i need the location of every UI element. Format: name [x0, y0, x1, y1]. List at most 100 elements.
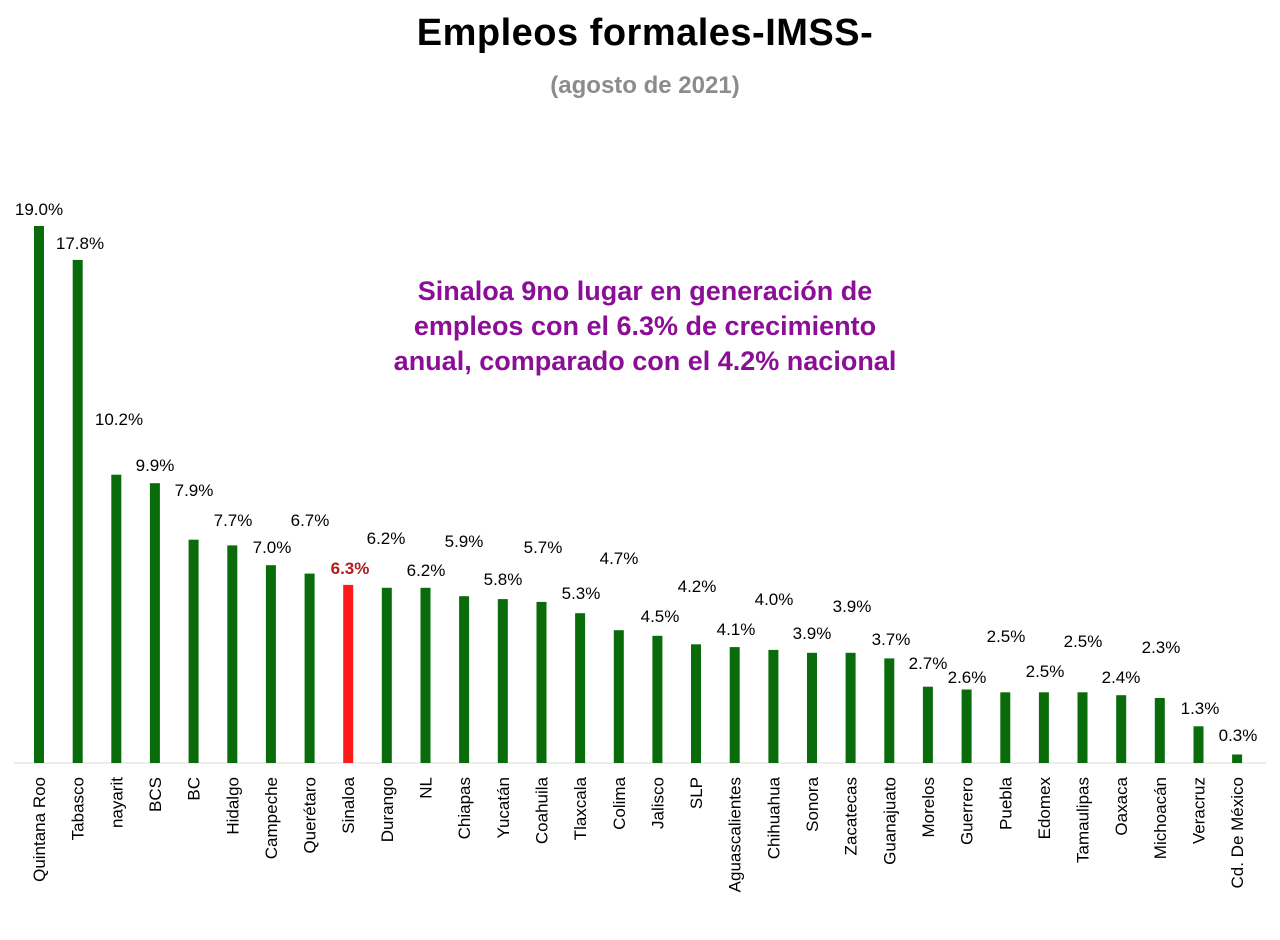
x-tick-label: Tamaulipas: [1074, 777, 1093, 863]
x-tick-label: BC: [185, 777, 204, 801]
x-tick-label: Zacatecas: [842, 777, 861, 855]
bar-value-label: 5.8%: [484, 570, 523, 589]
x-tick-label: Jalisco: [648, 777, 667, 829]
bar: [1077, 692, 1088, 763]
bar: [1154, 698, 1165, 763]
x-tick-label: Oaxaca: [1112, 776, 1131, 835]
x-tick-label: Veracruz: [1190, 777, 1209, 844]
chart-title: Empleos formales-IMSS-: [416, 12, 874, 54]
x-tick-label: Morelos: [919, 777, 938, 837]
bar: [149, 483, 160, 763]
x-tick-label: Durango: [378, 777, 397, 842]
bar: [536, 601, 547, 763]
x-tick-label: Chihuahua: [764, 776, 783, 859]
annotation-line: Sinaloa 9no lugar en generación de: [417, 276, 873, 306]
bar: [459, 596, 470, 763]
x-tick-label: Sonora: [803, 776, 822, 831]
bar-value-label: 2.5%: [987, 627, 1026, 646]
x-tick-label: Yucatán: [494, 777, 513, 838]
x-tick-label: Querétaro: [301, 777, 320, 854]
x-tick-label: Tlaxcala: [571, 776, 590, 840]
bar: [188, 539, 199, 763]
value-labels-layer: 19.0% 17.8% 10.2% 9.9%7.9%7.7%7.0% 6.7% 6.3% 6…: [15, 200, 1257, 745]
bar-value-label: 7.9%: [175, 481, 214, 500]
bar-value-label: 5.7%: [524, 538, 563, 557]
bar: [420, 587, 431, 763]
bar: [227, 545, 238, 763]
chart-subtitle: (agosto de 2021): [550, 72, 740, 99]
bar-value-label: 2.5%: [1026, 662, 1065, 681]
bar-value-label: 17.8%: [56, 234, 104, 253]
bar-value-label: 7.7%: [214, 511, 253, 530]
x-tick-label: NL: [417, 777, 436, 799]
bar: [1000, 692, 1011, 763]
chart-annotation: Sinaloa 9no lugar en generación de emple…: [320, 274, 970, 379]
bar: [729, 647, 740, 763]
bar-value-label: 6.3%: [331, 559, 370, 578]
x-tick-label: Quintana Roo: [30, 777, 49, 882]
x-tick-label: Michoacán: [1151, 777, 1170, 859]
bar-value-label: 4.1%: [717, 620, 756, 639]
x-tick-label: BCS: [146, 777, 165, 812]
bar-value-label: 2.3%: [1142, 638, 1181, 657]
bar-value-label: 7.0%: [253, 538, 292, 557]
x-tick-label: Hidalgo: [223, 777, 242, 835]
x-tick-label: Coahuila: [533, 776, 552, 844]
bar-value-label: 5.9%: [445, 532, 484, 551]
bar: [1038, 692, 1049, 763]
bar-value-label: 1.3%: [1181, 699, 1220, 718]
bar: [575, 613, 586, 763]
bar: [497, 599, 508, 763]
bar: [34, 226, 44, 763]
x-tick-label: Chiapas: [455, 777, 474, 839]
bar-value-label: 6.2%: [367, 529, 406, 548]
bar-value-label: 6.7%: [291, 511, 330, 530]
annotation-line: anual, comparado con el 4.2% nacional: [393, 346, 897, 376]
bar-value-label: 9.9%: [136, 456, 175, 475]
bar-value-label: 5.3%: [562, 584, 601, 603]
x-tick-label: Aguascalientes: [726, 777, 745, 892]
bar-value-label: 3.9%: [833, 597, 872, 616]
bar-value-label: 2.4%: [1102, 668, 1141, 687]
category-labels-layer: Quintana Roo Tabasco nayarit BCS BC Hidalgo Ca…: [30, 776, 1247, 892]
bar-value-label: 4.2%: [678, 577, 717, 596]
bar: [1193, 726, 1204, 763]
bar-value-label: 2.6%: [948, 668, 987, 687]
x-tick-label: Campeche: [262, 777, 281, 859]
bar-value-label: 4.5%: [641, 607, 680, 626]
bar: [961, 689, 972, 763]
x-tick-label: Cd. De México: [1228, 777, 1247, 888]
bar: [1232, 754, 1243, 763]
bar: [691, 644, 701, 763]
bar: [304, 573, 315, 763]
bar: [845, 652, 856, 763]
x-tick-label: nayarit: [107, 777, 126, 828]
bar: [922, 686, 933, 763]
bar-value-label: 2.7%: [909, 654, 948, 673]
bar: [652, 635, 663, 763]
bar: [613, 630, 624, 763]
bar: [343, 584, 354, 763]
bar-value-label: 3.7%: [872, 630, 911, 649]
bar: [1116, 695, 1127, 763]
x-tick-label: Colima: [610, 776, 629, 829]
bar: [265, 565, 276, 763]
bars-layer: [34, 226, 1243, 763]
bar-value-label: 4.7%: [600, 549, 639, 568]
bar: [807, 652, 817, 763]
bar-value-label: 4.0%: [755, 590, 794, 609]
x-tick-label: SLP: [687, 777, 706, 809]
x-tick-label: Guerrero: [958, 777, 977, 845]
bar: [884, 658, 895, 763]
annotation-line: empleos con el 6.3% de crecimiento: [413, 311, 877, 341]
bar: [72, 259, 83, 763]
bar-value-label: 0.3%: [1219, 726, 1258, 745]
bar: [381, 587, 392, 763]
bar: [768, 649, 779, 763]
x-tick-label: Tabasco: [69, 777, 88, 840]
x-tick-label: Edomex: [1035, 777, 1054, 840]
x-tick-label: Sinaloa: [339, 776, 358, 833]
bar-value-label: 19.0%: [15, 200, 63, 219]
x-tick-label: Puebla: [996, 776, 1015, 829]
